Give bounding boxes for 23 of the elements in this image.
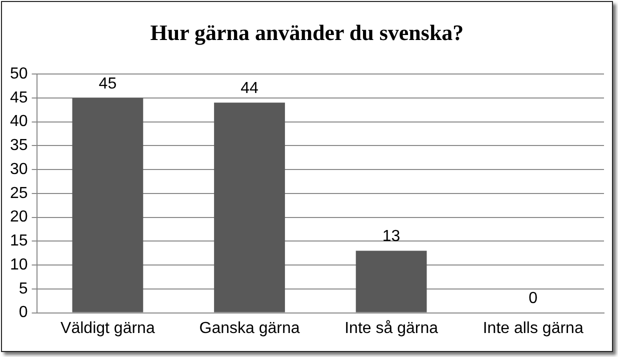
x-tick-label: Inte alls gärna [482, 320, 584, 337]
y-tick-label: 10 [10, 256, 28, 274]
y-tick-label: 40 [10, 113, 28, 130]
chart-title: Hur gärna använder du svenska? [149, 20, 465, 46]
bar [72, 98, 144, 312]
y-tick-label: 5 [18, 280, 28, 298]
data-label: 13 [382, 228, 400, 246]
y-tick-label: 35 [10, 137, 28, 154]
y-tick-label: 50 [10, 65, 28, 82]
y-tick-label: 20 [10, 208, 28, 226]
bar [214, 102, 285, 312]
data-label: 0 [528, 290, 538, 308]
bar [356, 250, 427, 312]
y-tick-label: 45 [10, 89, 28, 106]
y-tick-label: 0 [18, 304, 28, 322]
x-tick-label: Väldigt gärna [60, 320, 155, 337]
y-tick-label: 30 [10, 160, 28, 178]
x-tick-label: Ganska gärna [199, 320, 300, 337]
data-label: 45 [98, 75, 117, 92]
y-tick-label: 15 [10, 232, 28, 250]
data-label: 44 [240, 80, 258, 98]
x-tick-label: Inte så gärna [344, 320, 438, 337]
y-tick-label: 25 [10, 184, 28, 202]
